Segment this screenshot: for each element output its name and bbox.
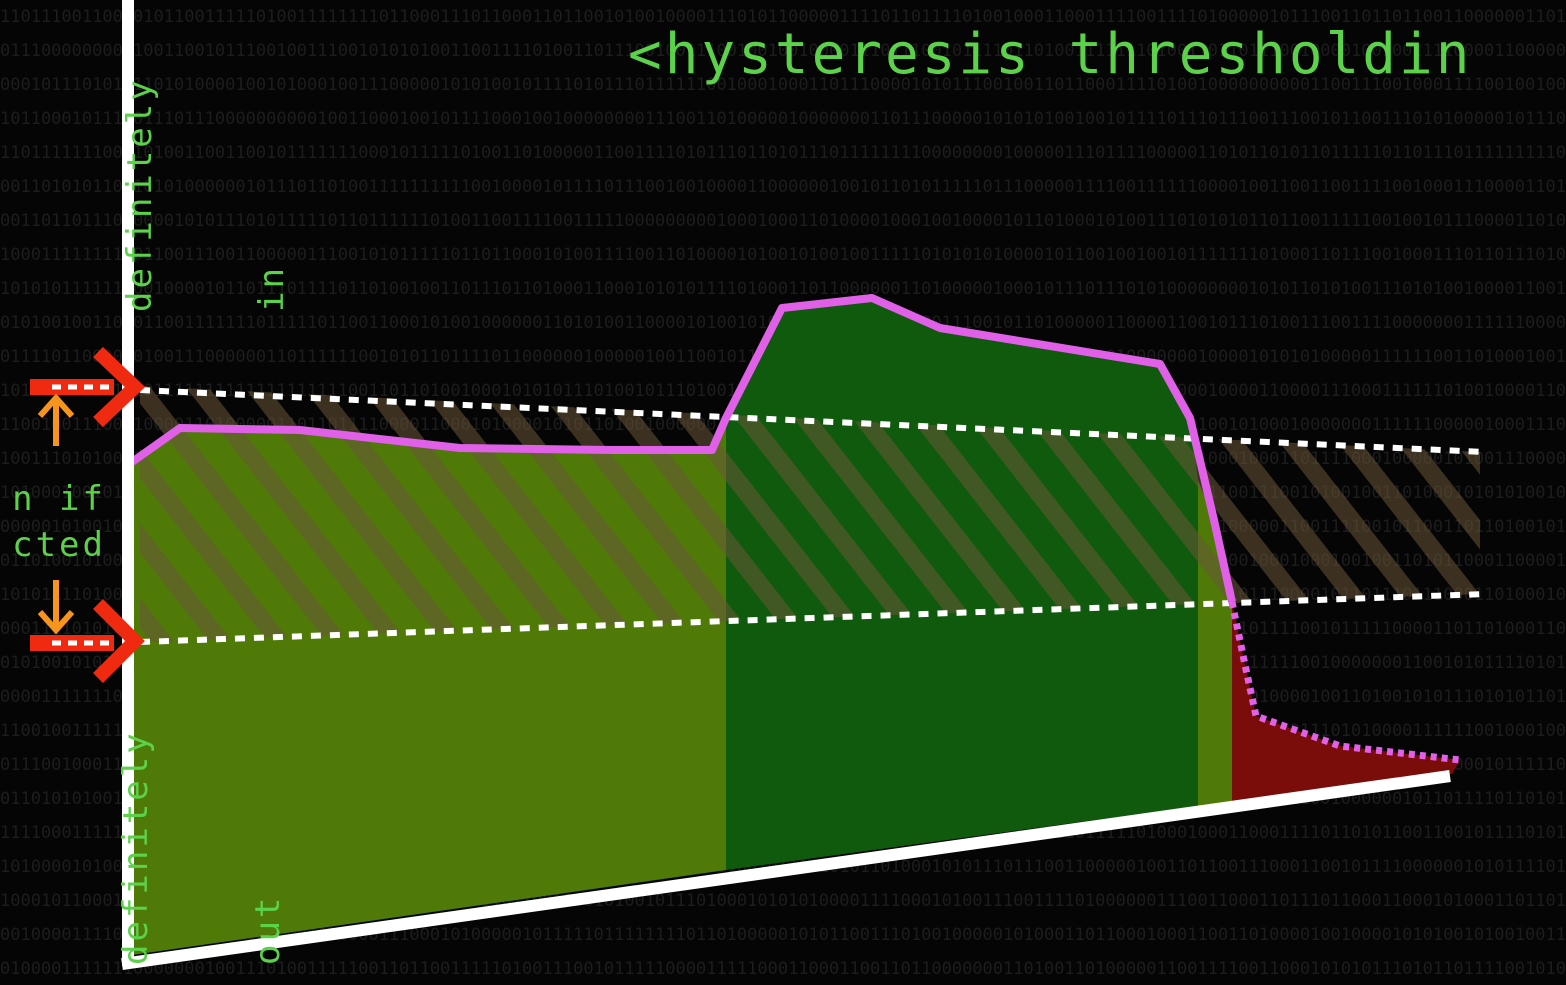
orange-up-arrow-icon: [37, 393, 75, 446]
low-threshold-line: [139, 591, 1486, 645]
orange-down-arrow-icon: [37, 580, 75, 635]
slide-title: <hysteresis thresholdin: [628, 22, 1473, 87]
in-if-connected-label: n if cted: [0, 476, 106, 568]
definitely-out-label-line1: definitely: [116, 730, 156, 965]
red-threshold-arrow-icon: [30, 346, 146, 428]
definitely-in-label-line1: definitely: [120, 77, 160, 312]
region-rejected: [1232, 602, 1460, 802]
in-if-connected-label-line1: n if: [12, 479, 106, 519]
definitely-out-label: definitely out: [26, 730, 378, 965]
signal-curve-below-low: [1228, 601, 1461, 764]
high-threshold-line: [139, 387, 1486, 455]
definitely-in-label: definitely in: [30, 77, 382, 312]
signal-curve: [129, 294, 1236, 603]
definitely-out-label-line2: out: [248, 894, 288, 965]
red-threshold-arrow-icon: [30, 599, 145, 683]
x-axis: [121, 770, 1451, 970]
in-if-connected-label-line2: cted: [12, 525, 106, 565]
definitely-in-label-line2: in: [252, 265, 292, 312]
